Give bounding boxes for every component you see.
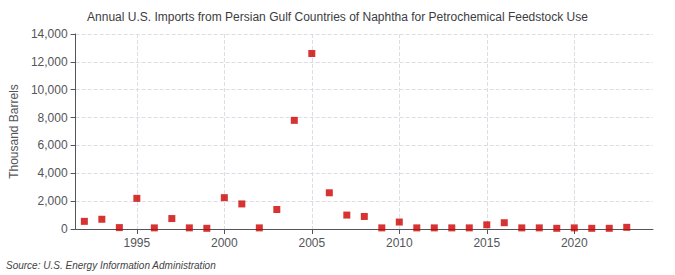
svg-text:2015: 2015 (473, 236, 500, 250)
svg-text:2,000: 2,000 (38, 194, 68, 208)
svg-text:2000: 2000 (211, 236, 238, 250)
svg-text:2020: 2020 (561, 236, 588, 250)
svg-text:0: 0 (61, 222, 68, 236)
svg-text:8,000: 8,000 (38, 111, 68, 125)
svg-text:Annual U.S. Imports from Persi: Annual U.S. Imports from Persian Gulf Co… (87, 10, 588, 24)
svg-text:4,000: 4,000 (38, 166, 68, 180)
svg-text:2005: 2005 (298, 236, 325, 250)
svg-text:12,000: 12,000 (31, 55, 68, 69)
svg-text:1995: 1995 (123, 236, 150, 250)
svg-text:10,000: 10,000 (31, 83, 68, 97)
svg-text:14,000: 14,000 (31, 27, 68, 41)
svg-text:6,000: 6,000 (38, 138, 68, 152)
svg-text:Thousand Barrels: Thousand Barrels (7, 84, 21, 179)
svg-text:Source: U.S. Energy Informatio: Source: U.S. Energy Information Administ… (6, 260, 216, 271)
svg-text:2010: 2010 (386, 236, 413, 250)
